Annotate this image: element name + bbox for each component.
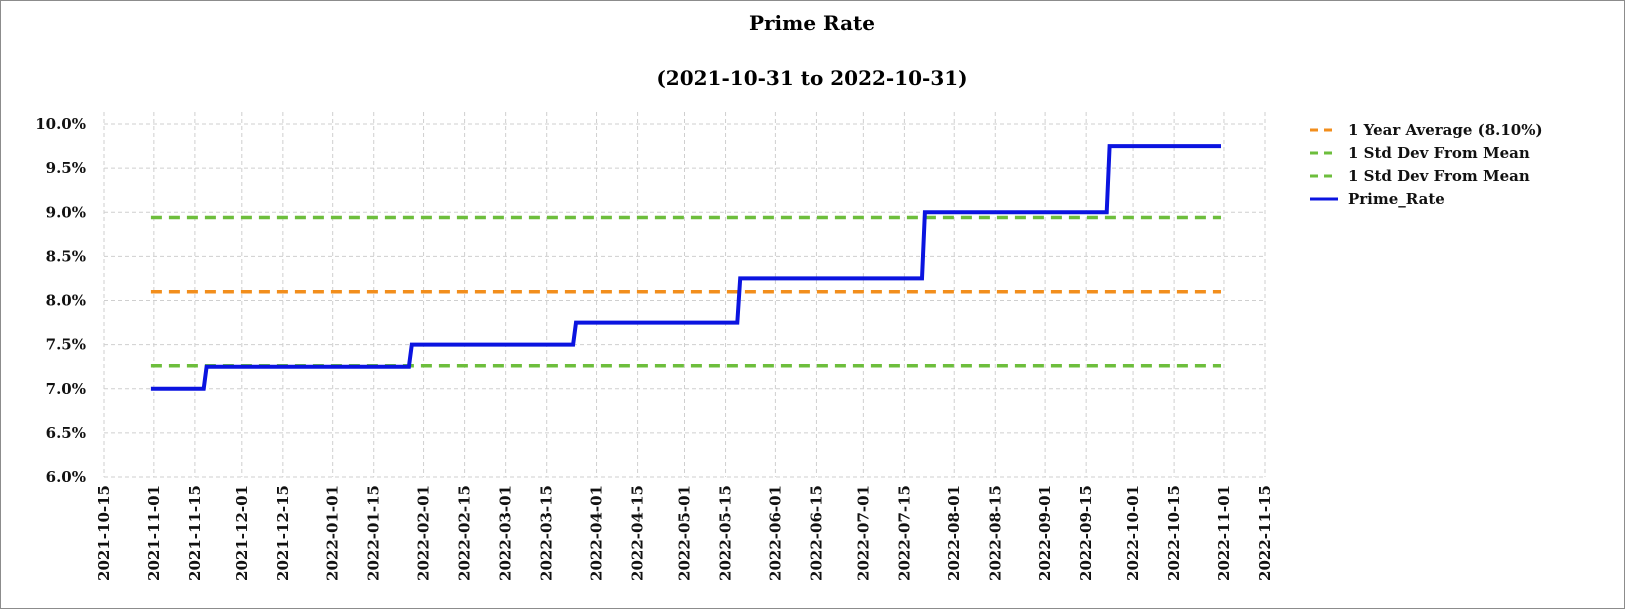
y-tick-label: 6.0% — [46, 468, 86, 486]
x-tick-label: 2022-01-15 — [365, 485, 383, 581]
x-tick-label: 2021-12-15 — [274, 485, 292, 581]
chart-title: Prime Rate — [749, 11, 875, 35]
x-tick-label: 2022-10-01 — [1124, 485, 1142, 581]
x-tick-label: 2022-08-15 — [986, 485, 1004, 581]
x-tick-label: 2022-06-01 — [766, 485, 784, 581]
legend-label: 1 Year Average (8.10%) — [1348, 121, 1543, 139]
chart-subtitle: (2021-10-31 to 2022-10-31) — [656, 66, 967, 90]
legend-label: 1 Std Dev From Mean — [1348, 144, 1530, 162]
x-tick-label: 2022-04-15 — [629, 485, 647, 581]
y-axis-ticks: 6.0% 6.5% 7.0% 7.5% 8.0% 8.5% 9.0% 9.5% 10.0% — [35, 115, 86, 486]
y-tick-label: 8.5% — [46, 247, 86, 265]
legend-label: Prime_Rate — [1348, 190, 1445, 208]
x-tick-label: 2022-02-01 — [415, 485, 433, 581]
x-tick-label: 2022-09-01 — [1036, 485, 1054, 581]
x-tick-label: 2021-10-15 — [95, 485, 113, 581]
x-tick-label: 2022-11-15 — [1256, 485, 1274, 581]
prime-rate-line — [150, 144, 1221, 391]
x-tick-label: 2022-03-15 — [538, 485, 556, 581]
legend-label: 1 Std Dev From Mean — [1348, 167, 1530, 185]
y-tick-label: 10.0% — [35, 115, 86, 133]
x-tick-label: 2022-10-15 — [1165, 485, 1183, 581]
x-tick-label: 2022-09-15 — [1077, 485, 1095, 581]
x-tick-label: 2021-11-15 — [186, 485, 204, 581]
x-tick-label: 2021-11-01 — [145, 485, 163, 581]
y-tick-label: 8.0% — [46, 292, 86, 310]
series-lines — [150, 144, 1221, 391]
x-tick-label: 2022-05-15 — [717, 485, 735, 581]
x-tick-label: 2022-05-01 — [676, 485, 694, 581]
x-tick-label: 2021-12-01 — [233, 485, 251, 581]
x-tick-label: 2022-07-01 — [854, 485, 872, 581]
x-tick-label: 2022-01-01 — [324, 485, 342, 581]
x-tick-label: 2022-08-01 — [945, 485, 963, 581]
y-tick-label: 7.5% — [46, 336, 86, 354]
y-tick-label: 9.0% — [46, 203, 86, 221]
y-tick-label: 9.5% — [46, 159, 86, 177]
x-tick-label: 2022-04-01 — [588, 485, 606, 581]
x-tick-label: 2022-03-01 — [497, 485, 515, 581]
y-tick-label: 7.0% — [46, 380, 86, 398]
y-tick-label: 6.5% — [46, 424, 86, 442]
x-tick-label: 2022-06-15 — [807, 485, 825, 581]
x-axis-ticks: 2021-10-15 2021-11-01 2021-11-15 2021-12-01… — [95, 485, 1274, 581]
x-tick-label: 2022-02-15 — [456, 485, 474, 581]
grid — [103, 112, 1266, 478]
x-tick-label: 2022-07-15 — [895, 485, 913, 581]
legend: 1 Year Average (8.10%) 1 Std Dev From Mea… — [1310, 121, 1543, 208]
x-tick-label: 2022-11-01 — [1215, 485, 1233, 581]
